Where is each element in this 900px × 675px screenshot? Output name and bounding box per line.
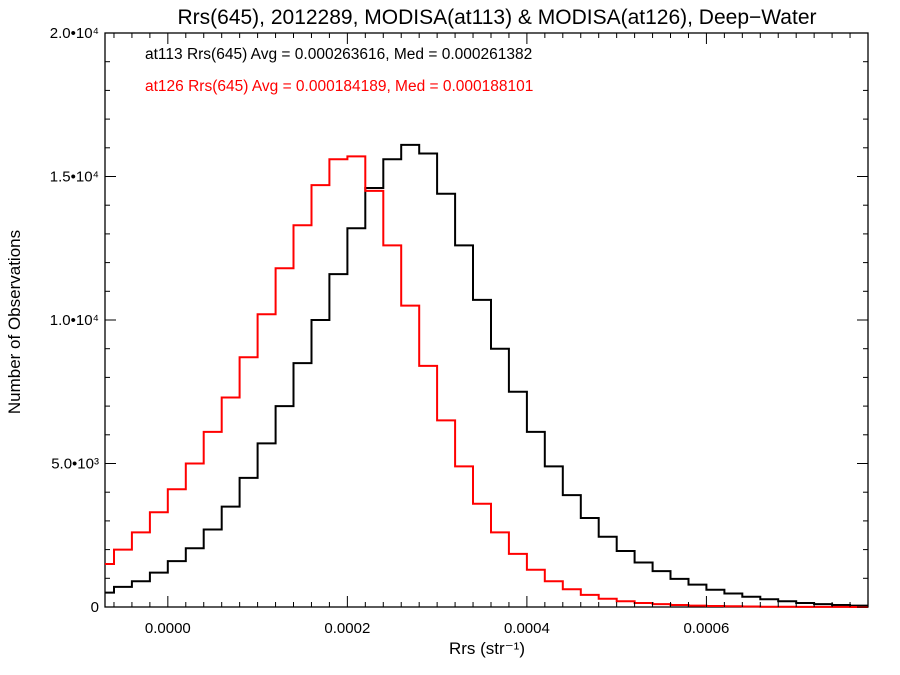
chart-title: Rrs(645), 2012289, MODISA(at113) & MODIS… — [177, 6, 816, 29]
ticks-layer: 0.0000 0.0002 0.0004 0.0006 0 5.0•10³ 1.0•10⁴ 1… — [50, 25, 869, 637]
x-tick-label: 0.0002 — [324, 620, 370, 637]
plot-border — [104, 32, 869, 608]
x-tick-label: 0.0000 — [145, 620, 191, 637]
legend-entry-at126: at126 Rrs(645) Avg = 0.000184189, Med = … — [145, 78, 533, 95]
series-line-at113 — [105, 143, 868, 607]
x-tick-label: 0.0006 — [683, 620, 729, 637]
legend-entry-at113: at113 Rrs(645) Avg = 0.000263616, Med = … — [145, 46, 532, 63]
y-tick-label: 5.0•10³ — [51, 456, 99, 473]
y-tick-label: 1.5•10⁴ — [50, 169, 99, 186]
plot-frame — [104, 32, 869, 608]
y-tick-label: 1.0•10⁴ — [50, 312, 99, 329]
x-tick-label: 0.0004 — [504, 620, 550, 637]
x-axis-label: Rrs (str⁻¹) — [449, 639, 525, 658]
series-line-at126 — [105, 155, 868, 608]
y-tick-label: 2.0•10⁴ — [50, 25, 99, 42]
y-tick-label: 0 — [91, 599, 99, 616]
series-layer — [105, 143, 868, 608]
y-axis-label: Number of Observations — [5, 230, 24, 414]
